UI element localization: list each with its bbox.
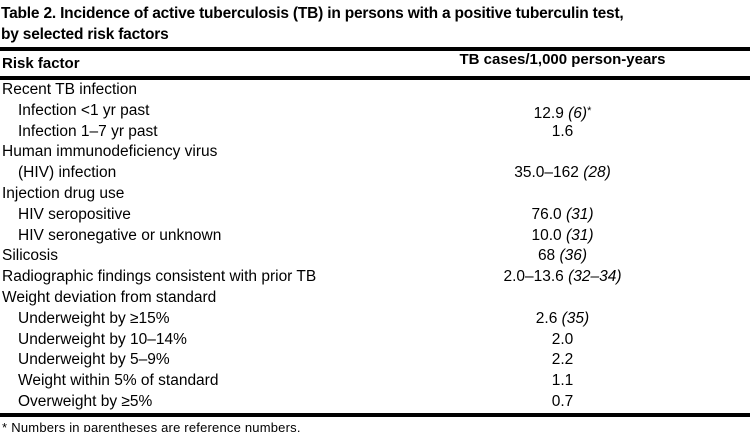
table-row: Overweight by ≥5% 0.7 (0, 392, 750, 413)
reference-number: (36) (555, 247, 588, 265)
reference-number: (31) (561, 205, 594, 223)
tb-cases-value: 68 (36) (375, 246, 750, 267)
table-row: HIV seronegative or unknown 10.0 (31) (0, 226, 750, 247)
tb-cases-value-text: 2.0–13.6 (503, 268, 564, 286)
tb-cases-value: 2.2 (375, 350, 750, 371)
table-title: Table 2. Incidence of active tuberculosi… (0, 3, 750, 45)
risk-factor-label: HIV seropositive (18, 205, 131, 223)
tb-cases-value-text: 2.0 (551, 330, 574, 348)
tb-cases-value-text: 1.6 (551, 122, 574, 140)
tb-cases-value: 10.0 (31) (375, 226, 750, 247)
footnote-marker: * (2, 419, 8, 432)
rule-below-header (0, 76, 750, 80)
table-row: Injection drug use (0, 184, 750, 205)
table-title-line-1: Table 2. Incidence of active tuberculosi… (1, 5, 624, 22)
table-row: Infection <1 yr past 12.9 (6)* (0, 101, 750, 122)
table-row: Human immunodeficiency virus (0, 142, 750, 163)
risk-factor-label: Radiographic findings consistent with pr… (2, 268, 317, 286)
rule-below-title (0, 47, 750, 51)
table-row: Radiographic findings consistent with pr… (0, 267, 750, 288)
tb-cases-value: 2.0–13.6 (32–34) (375, 267, 750, 288)
table-row: Weight within 5% of standard 1.1 (0, 371, 750, 392)
column-header-tb-cases: TB cases/1,000 person-years (459, 51, 666, 68)
risk-factor-label: Human immunodeficiency virus (2, 143, 218, 161)
tb-cases-value-text: 2.2 (551, 351, 574, 369)
tb-cases-value: 12.9 (6)* (375, 101, 750, 125)
table-row: Recent TB infection (0, 80, 750, 101)
table-body: Recent TB infection Infection <1 yr past 1… (0, 80, 750, 413)
table-row: HIV seropositive 76.0 (31) (0, 205, 750, 226)
risk-factor-label: (HIV) infection (18, 164, 117, 182)
table-row: Infection 1–7 yr past 1.6 (0, 122, 750, 143)
tb-cases-value-text: 10.0 (531, 226, 562, 244)
risk-factor-label: Underweight by 10–14% (18, 330, 187, 348)
tb-cases-value: 76.0 (31) (375, 205, 750, 226)
footnote-text: Numbers in parentheses are reference num… (11, 419, 301, 432)
tb-cases-value: 0.7 (375, 392, 750, 413)
tb-cases-value-text: 35.0–162 (514, 164, 579, 182)
table-row: (HIV) infection 35.0–162 (28) (0, 163, 750, 184)
tb-cases-value: 35.0–162 (28) (375, 163, 750, 184)
risk-factor-label: HIV seronegative or unknown (18, 226, 222, 244)
risk-factor-label: Weight deviation from standard (2, 288, 217, 306)
risk-factor-label: Silicosis (2, 247, 58, 265)
table-row: Silicosis 68 (36) (0, 246, 750, 267)
tb-cases-value-text: 0.7 (551, 392, 574, 410)
risk-factor-label: Overweight by ≥5% (18, 392, 153, 410)
tb-cases-value-text: 12.9 (533, 104, 564, 122)
table-row: Weight deviation from standard (0, 288, 750, 309)
table-row: Underweight by 5–9% 2.2 (0, 350, 750, 371)
tb-cases-value: 2.6 (35) (375, 309, 750, 330)
footnote-marker-superscript: * (587, 104, 592, 117)
tb-cases-value: 1.1 (375, 371, 750, 392)
tb-cases-value-text: 68 (537, 247, 556, 265)
risk-factor-label: Infection <1 yr past (18, 101, 150, 119)
table-footnote: * Numbers in parentheses are reference nu… (0, 417, 750, 432)
reference-number: (35) (557, 309, 590, 327)
reference-number: (28) (578, 164, 611, 182)
table-header-row: Risk factor TB cases/1,000 person-years (0, 51, 750, 76)
table-row: Underweight by 10–14% 2.0 (0, 330, 750, 351)
risk-factor-label: Injection drug use (2, 184, 125, 202)
tb-cases-value-text: 1.1 (551, 372, 574, 390)
tb-cases-value: 2.0 (375, 330, 750, 351)
reference-number: (32–34) (563, 268, 622, 286)
table-row: Underweight by ≥15% 2.6 (35) (0, 309, 750, 330)
tb-cases-value: 1.6 (375, 122, 750, 143)
risk-factor-label: Recent TB infection (2, 81, 137, 98)
tb-cases-value-text: 2.6 (535, 309, 558, 327)
column-header-risk-factor: Risk factor (2, 55, 80, 72)
reference-number: (31) (561, 226, 594, 244)
reference-number: (6) (563, 104, 588, 122)
risk-factor-label: Underweight by 5–9% (18, 351, 170, 369)
risk-factor-label: Weight within 5% of standard (18, 372, 219, 390)
rule-above-footnote (0, 412, 750, 417)
table-title-line-2: by selected risk factors (1, 26, 169, 43)
tb-cases-value-text: 76.0 (531, 205, 562, 223)
risk-factor-label: Infection 1–7 yr past (18, 122, 158, 140)
risk-factor-label: Underweight by ≥15% (18, 309, 170, 327)
